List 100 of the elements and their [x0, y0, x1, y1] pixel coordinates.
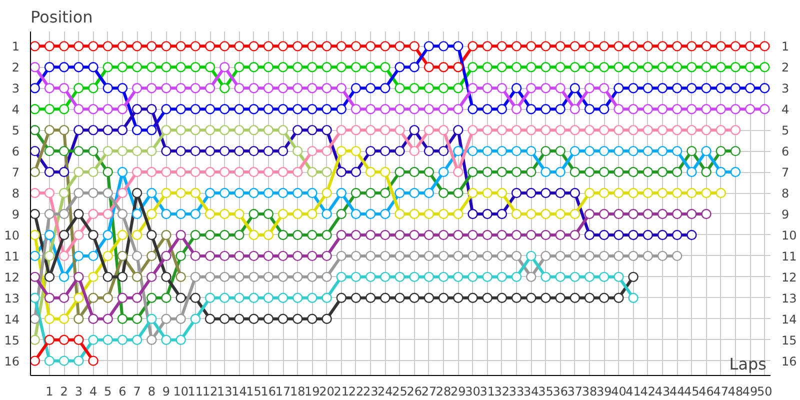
point — [453, 250, 464, 262]
point — [161, 230, 172, 240]
point — [365, 146, 376, 156]
point — [614, 104, 624, 114]
point — [322, 188, 332, 198]
point — [278, 41, 288, 52]
point — [424, 83, 434, 94]
y2-tick-label: 8 — [782, 186, 790, 201]
point — [322, 208, 332, 220]
x-tick-label: 4 — [89, 384, 98, 398]
point — [599, 272, 610, 282]
point — [453, 83, 464, 94]
point — [350, 62, 362, 72]
point — [380, 188, 390, 198]
point — [730, 62, 741, 72]
point — [44, 146, 55, 156]
point — [672, 166, 682, 178]
point — [642, 188, 653, 198]
point — [204, 292, 216, 303]
point — [438, 188, 449, 198]
y-tick-label: 6 — [12, 144, 20, 159]
point — [220, 166, 230, 178]
point — [190, 62, 201, 72]
point — [570, 188, 580, 198]
y2-tick-label: 15 — [782, 333, 797, 348]
point — [102, 230, 113, 240]
point — [380, 166, 390, 178]
point — [380, 124, 390, 136]
point — [292, 62, 303, 72]
point — [642, 166, 653, 178]
y-tick-label: 8 — [12, 186, 20, 201]
point — [204, 104, 216, 114]
point — [278, 272, 288, 282]
point — [161, 208, 172, 220]
point — [204, 188, 216, 198]
point — [44, 188, 55, 198]
point — [278, 62, 288, 72]
point — [350, 124, 362, 136]
point — [438, 250, 449, 262]
x-tick-label: 14 — [232, 384, 247, 398]
point — [74, 356, 84, 366]
point — [555, 250, 566, 262]
point — [453, 208, 464, 220]
point — [307, 62, 318, 72]
point — [146, 83, 157, 94]
y-tick-label: 1 — [12, 40, 20, 54]
point — [176, 146, 186, 156]
point — [453, 230, 464, 240]
point — [409, 83, 420, 94]
point — [511, 146, 522, 156]
point — [453, 62, 464, 72]
point — [30, 230, 40, 240]
point — [409, 250, 420, 262]
point — [278, 188, 288, 198]
point — [642, 83, 653, 94]
point — [58, 230, 70, 240]
point — [511, 41, 522, 52]
point — [292, 272, 303, 282]
point — [496, 166, 508, 178]
point — [482, 250, 492, 262]
point — [657, 230, 668, 240]
point — [642, 124, 653, 136]
x-tick-label: 46 — [698, 384, 714, 398]
y2-tick-label: 7 — [782, 166, 790, 180]
point — [248, 146, 259, 156]
point — [74, 104, 84, 114]
x-tick-label: 47 — [713, 384, 729, 398]
point — [234, 41, 244, 52]
x-tick-label: 28 — [436, 384, 452, 398]
point — [350, 188, 362, 198]
point — [468, 188, 478, 198]
x-tick-label: 17 — [275, 384, 291, 398]
point — [672, 230, 682, 240]
point — [146, 124, 157, 136]
point — [44, 250, 55, 262]
point — [307, 292, 318, 303]
point — [584, 104, 595, 114]
point — [701, 104, 712, 114]
point — [292, 250, 303, 262]
point — [424, 124, 434, 136]
point — [30, 62, 40, 72]
point — [511, 124, 522, 136]
x-tick-label: 21 — [334, 384, 350, 398]
point — [204, 83, 216, 94]
point — [248, 104, 259, 114]
point — [58, 104, 70, 114]
point — [161, 62, 172, 72]
point — [322, 62, 332, 72]
x-tick-label: 7 — [133, 384, 141, 398]
point — [117, 334, 128, 345]
point — [438, 292, 449, 303]
point — [102, 292, 113, 303]
x-tick-label: 49 — [742, 384, 758, 398]
point — [716, 41, 726, 52]
point — [307, 208, 318, 220]
point — [176, 41, 186, 52]
point — [628, 83, 638, 94]
point — [570, 166, 580, 178]
point — [190, 188, 201, 198]
point — [336, 41, 346, 52]
